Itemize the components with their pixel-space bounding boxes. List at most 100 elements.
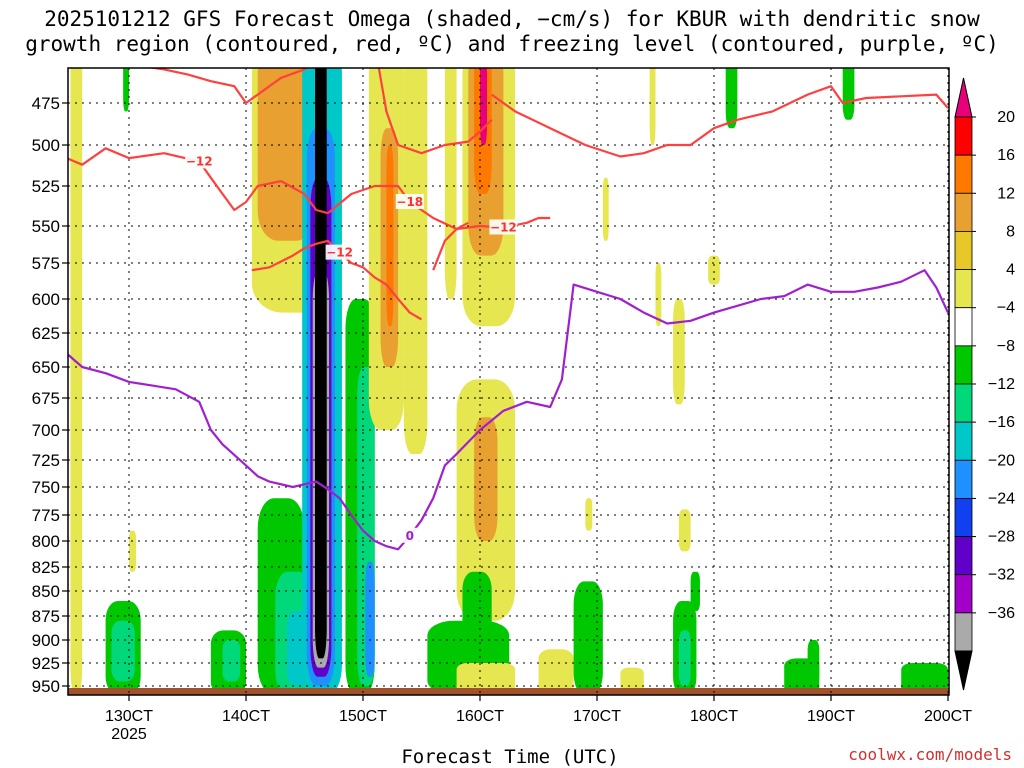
x-tick-label: 130CT (105, 708, 153, 725)
y-tick-label: 925 (32, 654, 60, 673)
colorbar-label: −32 (988, 567, 1015, 584)
freezing-contour-label-bg (395, 527, 424, 543)
colorbar-label: 12 (997, 185, 1015, 202)
omega-shading (68, 68, 949, 695)
colorbar-swatch (954, 421, 973, 461)
colorbar-label: −20 (988, 452, 1015, 469)
credit-link[interactable]: coolwx.com/models (848, 745, 1012, 764)
colorbar-label: −24 (988, 490, 1015, 507)
omega-shade-cell (538, 649, 574, 695)
x-tick-label: 150CT (339, 708, 387, 725)
omega-shade-cell (602, 177, 609, 241)
omega-shade-cell (678, 509, 691, 552)
colorbar-swatch (954, 383, 973, 423)
colorbar-swatch (954, 231, 973, 270)
omega-shade-cell (70, 68, 83, 695)
omega-shade-cell (315, 68, 327, 659)
dsgz-contour (491, 85, 949, 158)
x-tick-year-label: 2025 (111, 726, 147, 743)
y-tick-label: 775 (32, 506, 60, 525)
y-tick-label: 800 (32, 532, 60, 551)
dsgz-contour-label-bg (325, 244, 354, 260)
omega-shade-cell (655, 263, 662, 327)
omega-shade-cell (673, 299, 685, 405)
dsgz-contour-label: −18 (396, 195, 423, 209)
dsgz-contour-label-bg (489, 219, 518, 235)
colorbar-label: −36 (988, 605, 1015, 622)
colorbar-swatch (954, 459, 973, 499)
omega-shade-cell (585, 498, 593, 531)
x-tick-label: 200CT (924, 708, 972, 725)
dsgz-contour-label: −12 (490, 220, 517, 234)
colorbar-label: −28 (988, 529, 1015, 546)
colorbar-label: −4 (997, 300, 1015, 317)
omega-shade-cell (690, 571, 700, 611)
omega-shade-cell (123, 68, 129, 112)
y-tick-label: 650 (32, 358, 60, 377)
y-tick-label: 750 (32, 478, 60, 497)
dsgz-contour (377, 68, 493, 155)
y-tick-label: 525 (32, 177, 60, 196)
chart-title-line1: 2025101212 GFS Forecast Omega (shaded, −… (44, 7, 980, 31)
chart-title-line2: growth region (contoured, red, ºC) and f… (25, 32, 999, 56)
colorbar-swatch (954, 269, 973, 309)
x-tick-label: 140CT (222, 708, 270, 725)
omega-shade-cell (807, 640, 820, 686)
y-tick-label: 850 (32, 582, 60, 601)
x-tick-label: 170CT (573, 708, 621, 725)
colorbar-swatch (954, 536, 973, 576)
x-tick-label: 160CT (456, 708, 504, 725)
y-tick-label: 475 (32, 94, 60, 113)
omega-shade-cell (462, 571, 492, 659)
x-axis-title: Forecast Time (UTC) (401, 746, 618, 768)
omega-shade-cell (111, 620, 135, 682)
y-tick-label: 675 (32, 389, 60, 408)
dsgz-contour-label: −12 (326, 246, 353, 260)
y-tick-label: 725 (32, 451, 60, 470)
colorbar-swatch (954, 307, 973, 347)
omega-shade-cell (708, 255, 720, 285)
omega-shade-cell (678, 630, 691, 686)
omega-shade-cell (129, 530, 137, 572)
omega-shade-cell (649, 68, 656, 145)
y-tick-label: 600 (32, 290, 60, 309)
omega-shade-cell (474, 417, 498, 541)
plot-frame (67, 67, 950, 696)
y-axis: 475 500 525 550 575 600 625 650 675 700 725 750 775 8… (32, 94, 68, 696)
omega-shade-cell (444, 68, 457, 299)
colorbar-bottom-arrow (954, 650, 973, 691)
x-tick-label: 190CT (807, 708, 855, 725)
y-tick-label: 500 (32, 136, 60, 155)
omega-shade-cell (901, 663, 948, 695)
colorbar-label: −8 (997, 338, 1015, 355)
y-tick-label: 950 (32, 677, 60, 696)
omega-shade-cell (222, 640, 241, 682)
freezing-contour-label: 0 (406, 529, 414, 543)
omega-shade-cell (281, 68, 305, 162)
colorbar-swatch (954, 574, 973, 614)
y-tick-label: 575 (32, 254, 60, 273)
omega-shade-cell (842, 68, 855, 120)
colorbar-swatch (954, 116, 973, 156)
colorbar-label: 16 (997, 147, 1015, 164)
colorbar: 20 16 12 8 4 −4 −8 −12 −16 −20 −24 −28 −32 −36 (954, 77, 1015, 691)
colorbar-label: 20 (997, 109, 1015, 126)
colorbar-label: 8 (1006, 223, 1015, 240)
colorbar-swatch (954, 345, 973, 385)
x-tick-label: 180CT (690, 708, 738, 725)
dsgz-contour (146, 68, 309, 105)
colorbar-swatch (954, 612, 973, 652)
y-tick-label: 550 (32, 217, 60, 236)
dsgz-contour-label-bg (185, 153, 214, 169)
contour-labels: −12 −18 −12 −12 0 (185, 153, 518, 543)
y-tick-label: 825 (32, 558, 60, 577)
y-tick-label: 700 (32, 421, 60, 440)
colorbar-swatch (954, 192, 973, 232)
colorbar-label: −12 (988, 376, 1015, 393)
omega-shade-cell (573, 581, 603, 695)
colorbar-label: 4 (1006, 262, 1015, 279)
dsgz-contour-label: −12 (186, 154, 213, 168)
ground-band (68, 688, 949, 695)
colorbar-swatch (954, 154, 973, 194)
